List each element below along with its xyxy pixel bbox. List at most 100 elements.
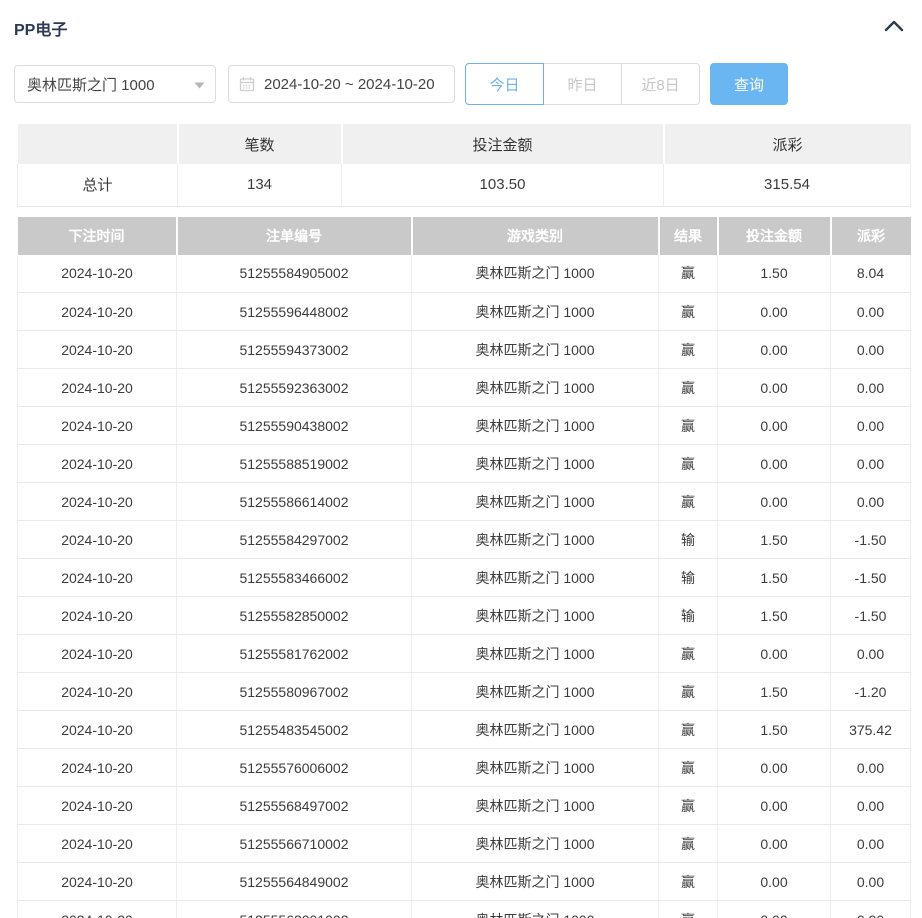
payout-cell: 0.00 — [830, 862, 911, 901]
bet-amount-cell: 1.50 — [717, 254, 831, 293]
payout-cell: -1.50 — [830, 520, 911, 559]
order-id-cell: 51255580967002 — [176, 672, 412, 711]
result-cell: 赢 — [658, 900, 718, 918]
summary-header-row: 笔数 投注金额 派彩 — [17, 124, 911, 164]
payout-cell: 0.00 — [830, 406, 911, 445]
today-button[interactable]: 今日 — [465, 63, 544, 105]
bet-amount-cell: 1.50 — [717, 672, 831, 711]
table-row: 2024-10-20 51255588519002 奥林匹斯之门 1000 赢 … — [17, 444, 911, 483]
order-id-cell: 51255566710002 — [176, 824, 412, 863]
bet-amount-cell: 0.00 — [717, 634, 831, 673]
game-type-cell: 奥林匹斯之门 1000 — [411, 292, 659, 331]
records-table: 下注时间 注单编号 游戏类别 结果 投注金额 派彩 2024-10-20 512… — [17, 216, 911, 918]
table-row: 2024-10-20 51255583466002 奥林匹斯之门 1000 输 … — [17, 558, 911, 597]
payout-cell: 0.00 — [830, 444, 911, 483]
payout-cell: 0.00 — [830, 824, 911, 863]
result-cell: 赢 — [658, 254, 718, 293]
result-cell: 赢 — [658, 368, 718, 407]
bet-amount-cell: 0.00 — [717, 824, 831, 863]
order-id-cell: 51255582850002 — [176, 596, 412, 635]
game-type-cell: 奥林匹斯之门 1000 — [411, 710, 659, 749]
result-cell: 赢 — [658, 330, 718, 369]
game-select[interactable]: 奥林匹斯之门 1000 — [14, 65, 216, 103]
search-button[interactable]: 查询 — [710, 63, 788, 105]
records-header-game-type: 游戏类别 — [411, 216, 660, 255]
bet-time-cell: 2024-10-20 — [17, 748, 177, 787]
result-cell: 输 — [658, 520, 718, 559]
bet-amount-cell: 0.00 — [717, 444, 831, 483]
bet-time-cell: 2024-10-20 — [17, 520, 177, 559]
result-cell: 输 — [658, 596, 718, 635]
game-type-cell: 奥林匹斯之门 1000 — [411, 254, 659, 293]
summary-header-count: 笔数 — [177, 124, 343, 164]
filter-bar: 奥林匹斯之门 1000 2024-10-20 ~ 2024-10-20 今日 昨… — [14, 62, 908, 106]
order-id-cell: 51255583466002 — [176, 558, 412, 597]
order-id-cell: 51255584905002 — [176, 254, 412, 293]
table-row: 2024-10-20 51255590438002 奥林匹斯之门 1000 赢 … — [17, 406, 911, 445]
game-type-cell: 奥林匹斯之门 1000 — [411, 748, 659, 787]
bet-time-cell: 2024-10-20 — [17, 254, 177, 293]
order-id-cell: 51255592363002 — [176, 368, 412, 407]
game-type-cell: 奥林匹斯之门 1000 — [411, 444, 659, 483]
page-title: PP电子 — [14, 22, 68, 39]
payout-cell: 0.00 — [830, 634, 911, 673]
order-id-cell: 51255596448002 — [176, 292, 412, 331]
bet-amount-cell: 0.00 — [717, 862, 831, 901]
game-type-cell: 奥林匹斯之门 1000 — [411, 406, 659, 445]
date-range-input[interactable]: 2024-10-20 ~ 2024-10-20 — [228, 65, 455, 103]
table-row: 2024-10-20 51255483545002 奥林匹斯之门 1000 赢 … — [17, 710, 911, 749]
yesterday-button[interactable]: 昨日 — [543, 63, 622, 105]
result-cell: 赢 — [658, 406, 718, 445]
order-id-cell: 51255584297002 — [176, 520, 412, 559]
table-row: 2024-10-20 51255584297002 奥林匹斯之门 1000 输 … — [17, 520, 911, 559]
bet-time-cell: 2024-10-20 — [17, 368, 177, 407]
payout-cell: 8.04 — [830, 254, 911, 293]
table-row: 2024-10-20 51255596448002 奥林匹斯之门 1000 赢 … — [17, 292, 911, 331]
game-type-cell: 奥林匹斯之门 1000 — [411, 824, 659, 863]
summary-total-row: 总计 134 103.50 315.54 — [17, 164, 911, 207]
order-id-cell: 51255576006002 — [176, 748, 412, 787]
bet-time-cell: 2024-10-20 — [17, 786, 177, 825]
table-row: 2024-10-20 51255584905002 奥林匹斯之门 1000 赢 … — [17, 254, 911, 293]
order-id-cell: 51255588519002 — [176, 444, 412, 483]
game-type-cell: 奥林匹斯之门 1000 — [411, 596, 659, 635]
result-cell: 赢 — [658, 634, 718, 673]
date-range-value: 2024-10-20 ~ 2024-10-20 — [264, 75, 435, 93]
chevron-up-icon — [884, 19, 904, 37]
bet-time-cell: 2024-10-20 — [17, 862, 177, 901]
game-type-cell: 奥林匹斯之门 1000 — [411, 672, 659, 711]
result-cell: 赢 — [658, 862, 718, 901]
bet-time-cell: 2024-10-20 — [17, 292, 177, 331]
game-select-value: 奥林匹斯之门 1000 — [27, 76, 155, 94]
table-row: 2024-10-20 51255566710002 奥林匹斯之门 1000 赢 … — [17, 824, 911, 863]
payout-cell: 375.42 — [830, 710, 911, 749]
records-header-bet-time: 下注时间 — [17, 216, 178, 255]
table-row: 2024-10-20 51255580967002 奥林匹斯之门 1000 赢 … — [17, 672, 911, 711]
panel-header: PP电子 — [0, 0, 922, 40]
game-type-cell: 奥林匹斯之门 1000 — [411, 520, 659, 559]
table-row: 2024-10-20 51255594373002 奥林匹斯之门 1000 赢 … — [17, 330, 911, 369]
bet-amount-cell: 1.50 — [717, 710, 831, 749]
order-id-cell: 51255581762002 — [176, 634, 412, 673]
result-cell: 赢 — [658, 482, 718, 521]
records-header-result: 结果 — [658, 216, 719, 255]
order-id-cell: 51255568497002 — [176, 786, 412, 825]
summary-header-bet-amount: 投注金额 — [341, 124, 665, 164]
table-row: 2024-10-20 51255576006002 奥林匹斯之门 1000 赢 … — [17, 748, 911, 787]
payout-cell: 0.00 — [830, 482, 911, 521]
summary-header-payout: 派彩 — [663, 124, 911, 164]
bet-time-cell: 2024-10-20 — [17, 900, 177, 918]
calendar-icon — [239, 76, 255, 92]
last-8-days-button[interactable]: 近8日 — [621, 63, 700, 105]
bet-amount-cell: 0.00 — [717, 292, 831, 331]
collapse-button[interactable] — [882, 17, 906, 39]
caret-down-icon — [194, 76, 205, 93]
bet-time-cell: 2024-10-20 — [17, 482, 177, 521]
order-id-cell: 51255483545002 — [176, 710, 412, 749]
bet-amount-cell: 0.00 — [717, 900, 831, 918]
result-cell: 输 — [658, 558, 718, 597]
bet-time-cell: 2024-10-20 — [17, 824, 177, 863]
bet-amount-cell: 1.50 — [717, 596, 831, 635]
payout-cell: 0.00 — [830, 900, 911, 918]
order-id-cell: 51255590438002 — [176, 406, 412, 445]
